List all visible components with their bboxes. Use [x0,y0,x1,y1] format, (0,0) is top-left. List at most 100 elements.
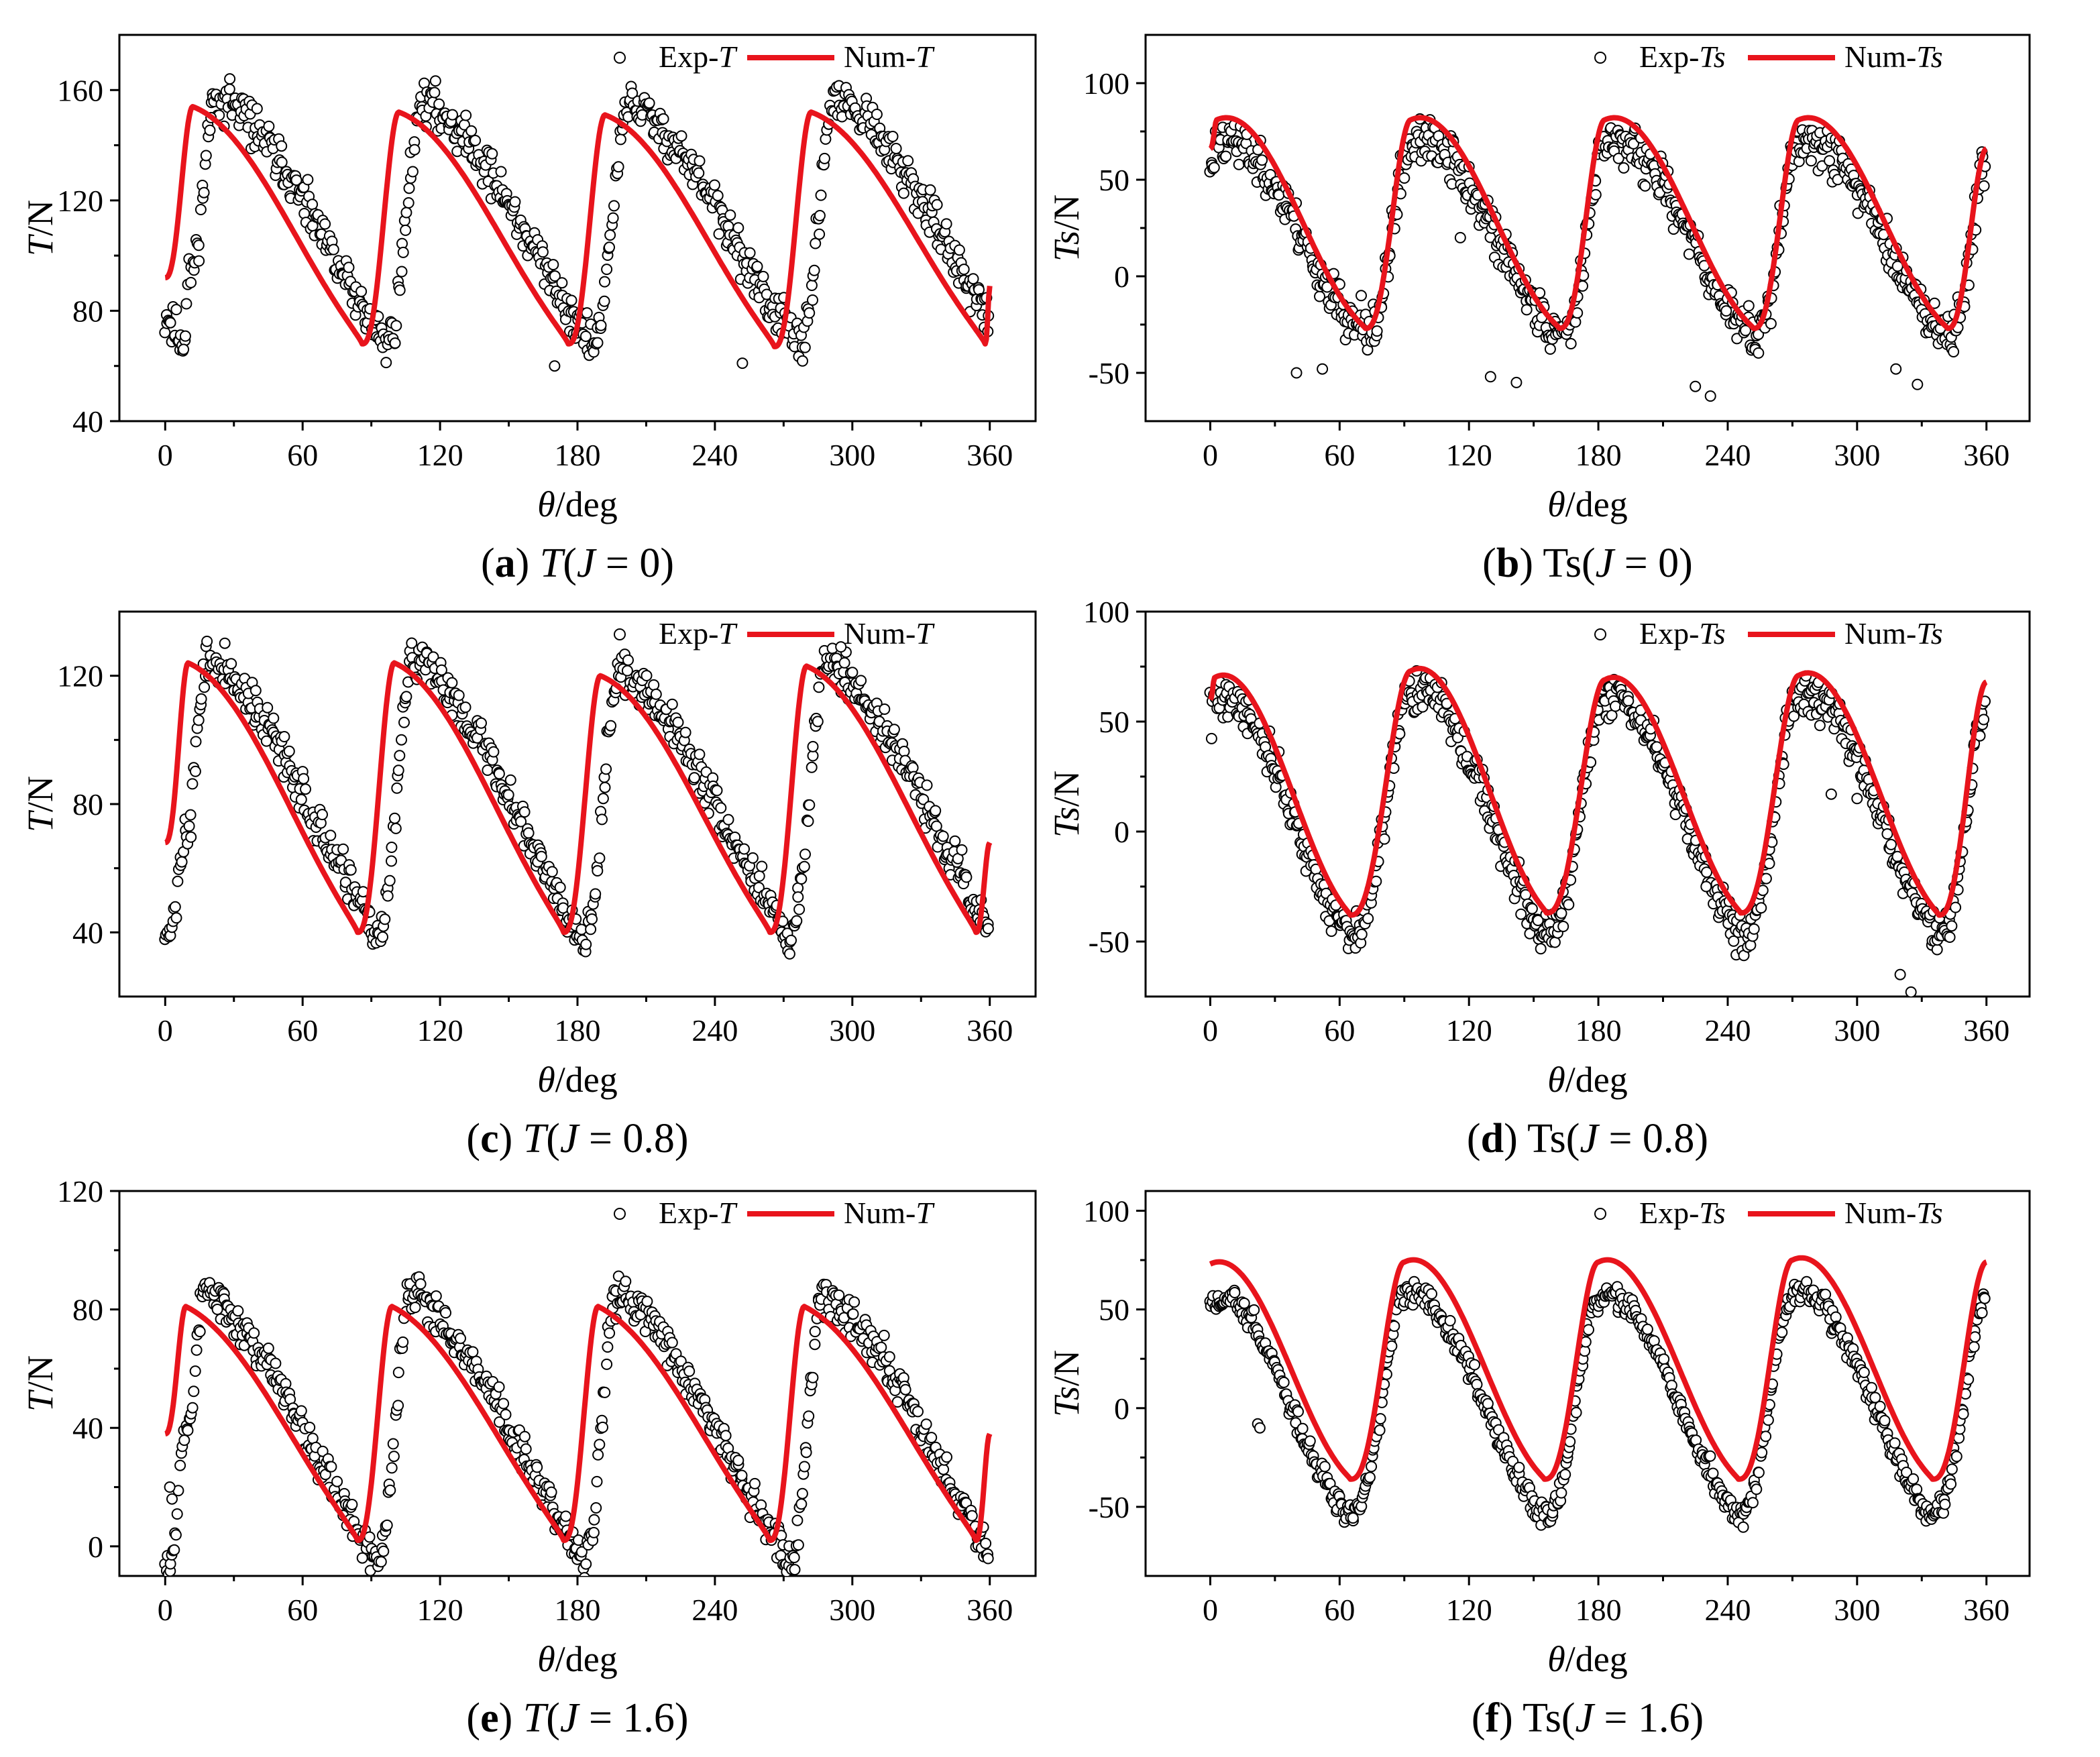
exp-point [902,155,914,167]
exp-point [382,890,394,902]
exp-point [799,848,811,860]
exp-point [602,1341,614,1353]
exp-point [949,835,961,847]
x-axis-label-e: θ/deg [537,1639,618,1679]
y-axis-label-d: Ts/N [1046,771,1087,838]
exp-point [170,1529,182,1541]
exp-point [1513,1461,1525,1473]
exp-point [930,805,942,817]
legend-label-exp-c: Exp-T [659,616,738,650]
exp-point [169,901,181,913]
exp-point [814,228,826,240]
legend-f: Exp-Ts Num-Ts [1594,1196,1943,1230]
exp-point [888,724,900,736]
y-axis-label-a: T/N [20,200,60,256]
x-tick-label-f-3: 180 [1576,1593,1622,1627]
exp-point [535,850,547,862]
exp-point [1820,1288,1832,1300]
exp-point [195,693,207,705]
exp-point [807,1371,819,1383]
exp-point [799,341,811,353]
x-tick-label-a-6: 360 [966,438,1013,472]
exp-point [732,1455,744,1467]
exp-point [1885,838,1897,850]
exp-point [392,1400,404,1412]
exp-point [960,871,973,883]
exp-point [429,75,441,87]
exp-point [1728,935,1740,947]
exp-point [389,812,400,824]
exp-point [386,855,397,867]
exp-point [232,1305,244,1317]
exp-point [982,923,994,935]
y-tick-label-f-2: 50 [1099,1293,1129,1327]
exp-point [467,1346,479,1358]
x-tick-label-c-3: 180 [555,1013,601,1047]
exp-point [599,276,610,288]
exp-point [753,870,765,882]
exp-point [174,1459,186,1471]
exp-point [1583,1324,1594,1336]
y-tick-label-c-0: 40 [72,915,103,950]
exp-point [307,199,319,211]
exp-point [1304,1435,1316,1447]
x-tick-label-c-5: 300 [829,1013,875,1047]
exp-point [402,197,415,209]
x-tick-label-e-1: 60 [287,1593,318,1627]
exp-point [400,207,412,219]
exp-point [406,637,418,649]
exp-point [1233,158,1245,170]
exp-point [1364,1471,1376,1483]
num-series-d [1207,665,1989,918]
exp-point [482,764,494,776]
exp-point [1549,936,1561,948]
exp-point [522,827,535,839]
x-tick-label-b-5: 300 [1834,438,1880,472]
caption-a: (a) T(J = 0) [481,541,674,586]
exp-point [601,264,613,276]
exp-point [1532,915,1544,926]
y-axis-label-c: T/N [20,776,60,832]
exp-point [1879,1414,1891,1426]
x-tick-label-f-4: 240 [1704,1593,1751,1627]
exp-point [180,298,192,310]
exp-point [926,1432,938,1444]
x-tick-label-f-1: 60 [1324,1593,1355,1627]
exp-point [753,882,765,893]
exp-point [546,866,558,878]
exp-point [204,124,216,136]
exp-point [586,913,598,925]
exp-point [594,1438,606,1451]
exp-point [588,1526,600,1538]
exp-point-outlier [1690,380,1702,392]
x-tick-label-b-3: 180 [1576,438,1622,472]
caption-c: (c) T(J = 0.8) [466,1116,688,1161]
exp-point [327,243,339,256]
exp-point [1521,304,1533,316]
exp-point [641,1296,653,1308]
x-tick-label-c-2: 120 [417,1013,463,1047]
exp-point [1901,1467,1912,1478]
exp-point [427,651,439,663]
exp-point [1753,347,1765,359]
exp-point [1824,155,1836,167]
legend-e: Exp-T Num-T [614,1196,935,1230]
exp-point [798,860,810,872]
exp-point [657,113,669,125]
exp-point [797,355,808,367]
panel-b: 0 60 120 180 240 300 360 -50 0 50 100 θ/deg Ts/N Exp-… [1046,34,2031,586]
exp-point [384,874,396,887]
exp-point [500,1408,512,1420]
exp-point [607,212,619,224]
exp-point [248,1327,260,1339]
exp-point [430,1290,442,1302]
exp-point [675,130,687,142]
exp-point [1569,316,1582,328]
exp-point [184,809,197,821]
exp-point [1325,925,1337,938]
exp-point [396,266,408,278]
exp-point [378,1545,390,1557]
legend-label-num-e: Num-T [844,1196,935,1230]
exp-point [1238,1297,1250,1309]
y-tick-label-e-2: 80 [72,1293,103,1327]
